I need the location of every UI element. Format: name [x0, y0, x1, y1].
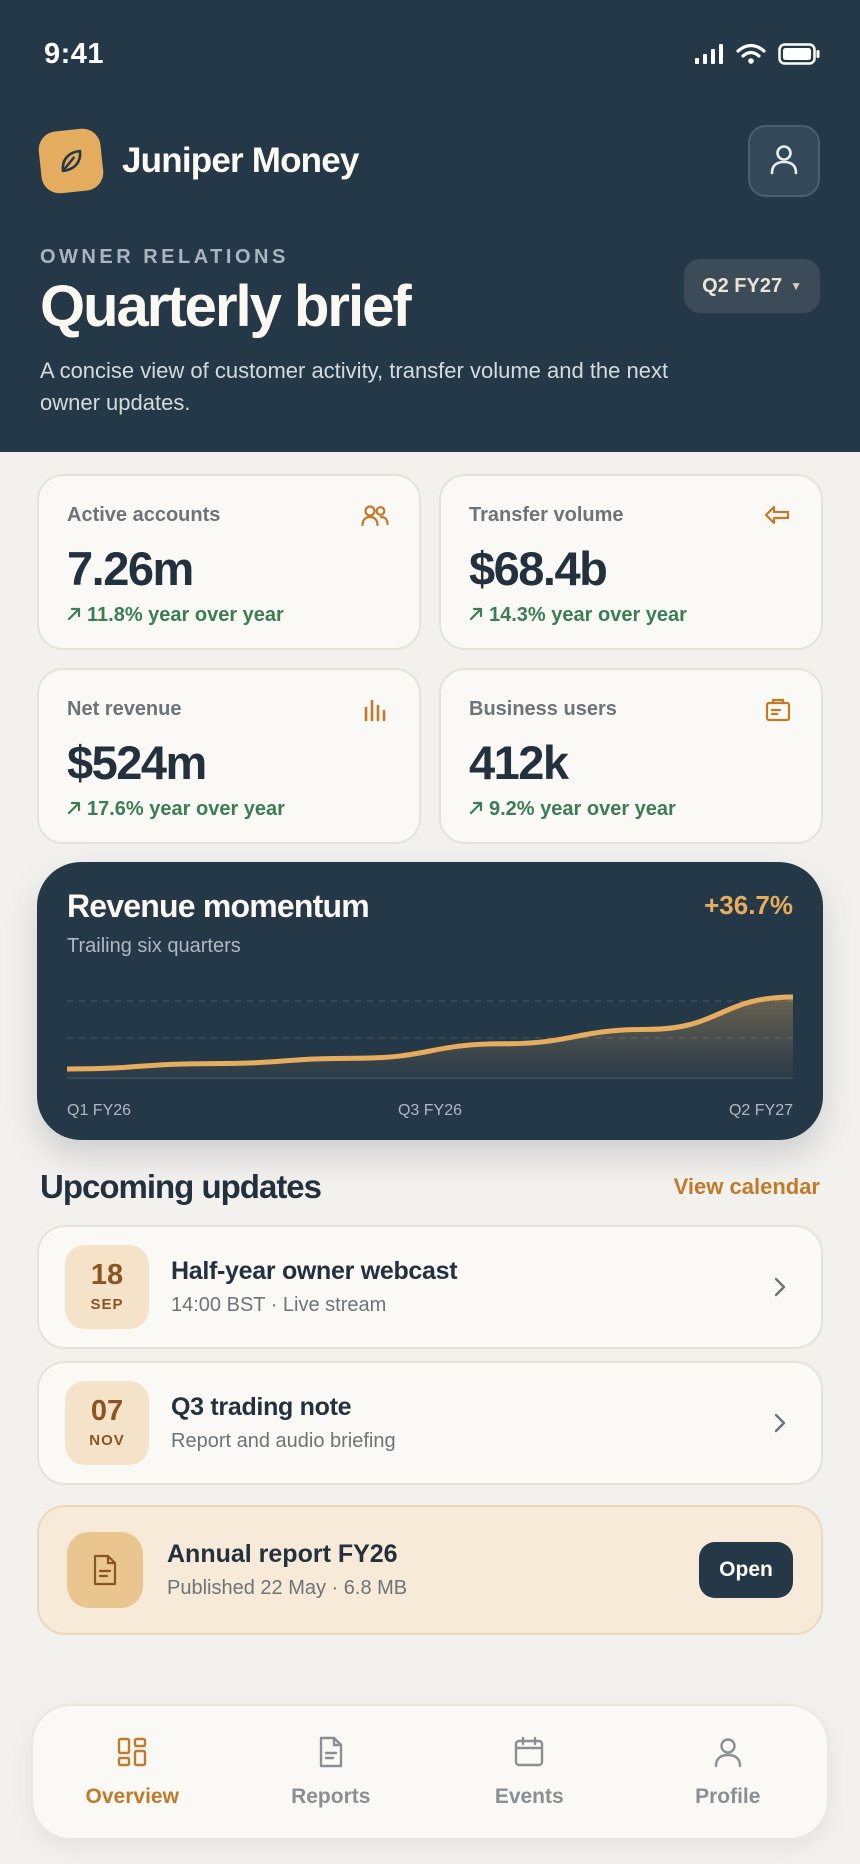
stat-delta-text: 14.3% year over year — [489, 604, 687, 626]
tab-label: Overview — [85, 1784, 179, 1808]
stats-grid: Active accounts 7.26m 11.8% year over ye… — [37, 474, 823, 844]
stat-label: Transfer volume — [469, 504, 624, 526]
date-badge: 07 NOV — [65, 1381, 149, 1465]
open-report-button[interactable]: Open — [699, 1542, 793, 1598]
stat-label: Net revenue — [67, 698, 182, 720]
event-text: Q3 trading note Report and audio briefin… — [171, 1393, 765, 1453]
bar-chart-icon — [363, 698, 389, 727]
status-time: 9:41 — [44, 37, 105, 70]
document-icon — [67, 1532, 143, 1608]
battery-icon — [778, 43, 820, 65]
caret-down-icon: ▼ — [790, 279, 802, 293]
event-text: Half-year owner webcast 14:00 BST · Live… — [171, 1257, 765, 1317]
date-day: 18 — [90, 1259, 124, 1291]
tab-overview[interactable]: Overview — [47, 1736, 217, 1809]
chart-x-label: Q3 FY26 — [397, 1102, 463, 1119]
tab-label: Profile — [695, 1784, 761, 1808]
chart-subtitle: Trailing six quarters — [67, 935, 241, 957]
tab-reports[interactable]: Reports — [246, 1736, 416, 1809]
tab-events[interactable]: Events — [444, 1736, 614, 1809]
title-row: Quarterly brief Q2 FY27 ▼ — [40, 259, 820, 339]
event-card[interactable]: 18 SEP Half-year owner webcast 14:00 BST… — [37, 1225, 823, 1349]
stat-delta: 17.6% year over year — [67, 798, 389, 821]
eyebrow: OWNER RELATIONS — [40, 246, 289, 268]
arrow-up-right-icon — [469, 604, 483, 627]
stat-delta-text: 17.6% year over year — [87, 798, 285, 820]
briefcase-icon — [765, 698, 791, 727]
chevron-right-icon — [765, 1276, 795, 1298]
revenue-chart — [67, 994, 793, 1079]
stat-card-net-revenue[interactable]: Net revenue $524m 17.6% year over year — [37, 668, 421, 844]
brand-row: Juniper Money — [36, 116, 820, 206]
leaf-icon — [36, 126, 106, 196]
arrow-up-right-icon — [469, 798, 483, 821]
stat-delta-text: 11.8% year over year — [87, 604, 284, 626]
profile-button[interactable] — [748, 125, 820, 197]
stat-label: Active accounts — [67, 504, 221, 526]
date-month: NOV — [89, 1432, 125, 1449]
tab-label: Events — [494, 1784, 564, 1808]
date-badge: 18 SEP — [65, 1245, 149, 1329]
stat-label: Business users — [469, 698, 617, 720]
event-title: Q3 trading note — [171, 1393, 352, 1421]
stat-delta-text: 9.2% year over year — [489, 798, 676, 820]
dashboard-icon — [116, 1736, 148, 1773]
section-title: Upcoming updates — [40, 1168, 322, 1205]
chart-x-axis: Q1 FY26 Q3 FY26 Q2 FY27 — [67, 1102, 793, 1120]
arrow-up-right-icon — [67, 604, 81, 627]
users-icon — [361, 504, 389, 533]
signal-icon — [694, 44, 724, 64]
arrow-up-right-icon — [67, 798, 81, 821]
tab-bar: Overview Reports Events Profile — [31, 1704, 829, 1840]
wifi-icon — [736, 43, 766, 65]
stat-card-active-accounts[interactable]: Active accounts 7.26m 11.8% year over ye… — [37, 474, 421, 650]
status-bar: 9:41 — [40, 0, 820, 108]
chart-x-label: Q1 FY26 — [67, 1102, 132, 1119]
chart-title: Revenue momentum — [67, 888, 370, 924]
stat-card-transfer-volume[interactable]: Transfer volume $68.4b 14.3% year over y… — [439, 474, 823, 650]
annual-report-card: Annual report FY26 Published 22 May · 6.… — [37, 1505, 823, 1635]
document-icon — [317, 1736, 345, 1773]
user-icon — [769, 143, 799, 180]
stat-value: 412k — [469, 736, 569, 789]
stat-value: $524m — [67, 736, 207, 789]
chart-x-label: Q2 FY27 — [728, 1102, 793, 1119]
stat-value: $68.4b — [469, 542, 608, 595]
chart-series-line — [67, 994, 793, 1072]
person-icon — [712, 1736, 744, 1773]
page-title: Quarterly brief — [40, 274, 412, 339]
event-card[interactable]: 07 NOV Q3 trading note Report and audio … — [37, 1361, 823, 1485]
header: 9:41 Juniper Money OWNER RELATIONS — [0, 0, 860, 452]
stat-delta: 14.3% year over year — [469, 604, 791, 627]
revenue-chart-card[interactable]: Revenue momentum +36.7% Trailing six qua… — [37, 862, 823, 1140]
chart-growth: +36.7% — [704, 890, 793, 920]
status-icons — [694, 43, 820, 65]
report-text: Annual report FY26 Published 22 May · 6.… — [167, 1540, 699, 1600]
app-name: Juniper Money — [122, 141, 359, 180]
brand: Juniper Money — [36, 126, 359, 196]
report-title: Annual report FY26 — [167, 1540, 398, 1568]
chevron-right-icon — [765, 1412, 795, 1434]
stat-delta: 11.8% year over year — [67, 604, 389, 627]
quarter-select[interactable]: Q2 FY27 ▼ — [684, 259, 820, 313]
arrow-left-icon — [763, 504, 791, 531]
event-meta: 14:00 BST · Live stream — [171, 1294, 387, 1316]
tab-label: Reports — [291, 1784, 371, 1808]
event-title: Half-year owner webcast — [171, 1257, 458, 1285]
stat-card-business-users[interactable]: Business users 412k 9.2% year over year — [439, 668, 823, 844]
event-meta: Report and audio briefing — [171, 1430, 396, 1452]
stat-value: 7.26m — [67, 542, 194, 595]
updates-header: Upcoming updates View calendar — [40, 1168, 820, 1206]
calendar-icon — [513, 1736, 545, 1773]
tab-profile[interactable]: Profile — [643, 1736, 813, 1809]
stat-delta: 9.2% year over year — [469, 798, 791, 821]
date-month: SEP — [90, 1296, 124, 1313]
chart-area — [67, 997, 793, 1078]
report-meta: Published 22 May · 6.8 MB — [167, 1577, 408, 1599]
quarter-value: Q2 FY27 — [702, 274, 783, 297]
page-subtitle: A concise view of customer activity, tra… — [40, 357, 669, 415]
date-day: 07 — [90, 1395, 124, 1427]
view-calendar-link[interactable]: View calendar — [673, 1174, 820, 1199]
chart-head: Revenue momentum +36.7% — [67, 888, 793, 925]
